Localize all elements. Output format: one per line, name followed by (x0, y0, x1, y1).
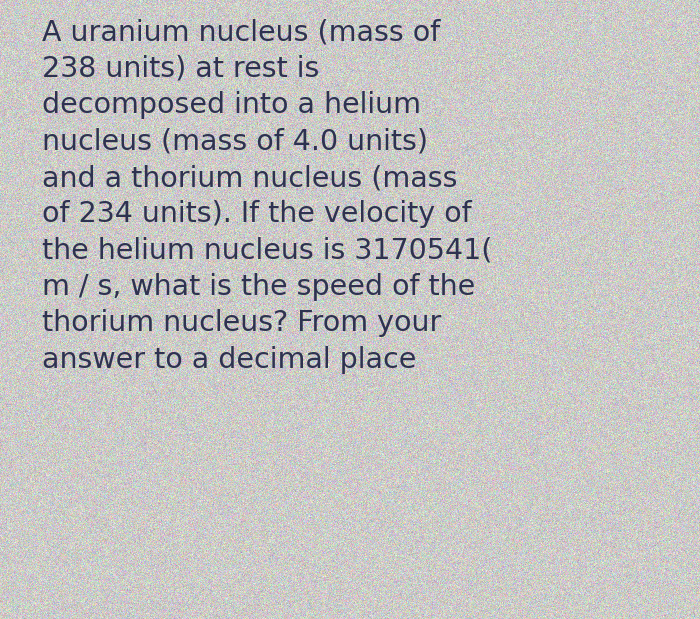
Text: A uranium nucleus (mass of
238 units) at rest is
decomposed into a helium
nucleu: A uranium nucleus (mass of 238 units) at… (42, 19, 492, 374)
